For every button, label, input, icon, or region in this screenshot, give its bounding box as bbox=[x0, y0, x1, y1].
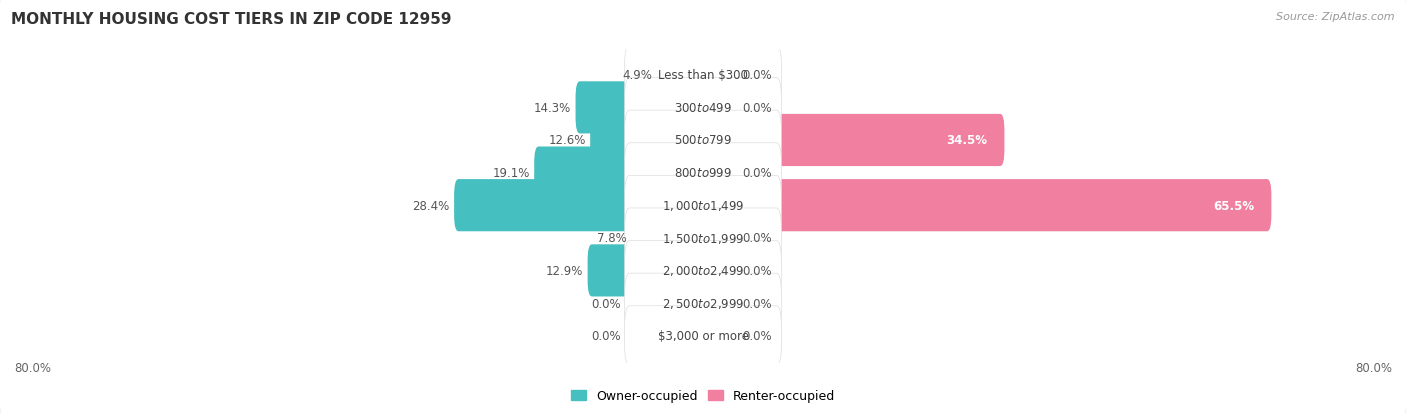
Text: 28.4%: 28.4% bbox=[412, 199, 450, 212]
FancyBboxPatch shape bbox=[699, 50, 738, 102]
Text: 4.9%: 4.9% bbox=[623, 69, 652, 82]
Text: 14.3%: 14.3% bbox=[534, 102, 571, 114]
Text: 0.0%: 0.0% bbox=[742, 232, 772, 244]
FancyBboxPatch shape bbox=[699, 180, 1271, 232]
FancyBboxPatch shape bbox=[699, 310, 738, 362]
Text: $1,000 to $1,499: $1,000 to $1,499 bbox=[662, 199, 744, 213]
FancyBboxPatch shape bbox=[0, 0, 1406, 173]
FancyBboxPatch shape bbox=[0, 11, 1406, 205]
Text: 0.0%: 0.0% bbox=[742, 264, 772, 277]
FancyBboxPatch shape bbox=[0, 141, 1406, 335]
FancyBboxPatch shape bbox=[624, 241, 782, 301]
FancyBboxPatch shape bbox=[699, 212, 738, 264]
Text: Source: ZipAtlas.com: Source: ZipAtlas.com bbox=[1277, 12, 1395, 22]
Text: 12.9%: 12.9% bbox=[546, 264, 583, 277]
FancyBboxPatch shape bbox=[699, 82, 738, 134]
FancyBboxPatch shape bbox=[0, 174, 1406, 368]
Text: 12.6%: 12.6% bbox=[548, 134, 586, 147]
FancyBboxPatch shape bbox=[534, 147, 707, 199]
FancyBboxPatch shape bbox=[699, 245, 738, 297]
Text: 34.5%: 34.5% bbox=[946, 134, 987, 147]
Text: 0.0%: 0.0% bbox=[592, 297, 621, 310]
Text: 80.0%: 80.0% bbox=[1355, 361, 1392, 374]
Text: $3,000 or more: $3,000 or more bbox=[658, 329, 748, 342]
Text: 19.1%: 19.1% bbox=[492, 167, 530, 180]
Text: MONTHLY HOUSING COST TIERS IN ZIP CODE 12959: MONTHLY HOUSING COST TIERS IN ZIP CODE 1… bbox=[11, 12, 451, 27]
Legend: Owner-occupied, Renter-occupied: Owner-occupied, Renter-occupied bbox=[567, 385, 839, 408]
FancyBboxPatch shape bbox=[624, 273, 782, 333]
Text: 0.0%: 0.0% bbox=[742, 102, 772, 114]
FancyBboxPatch shape bbox=[631, 212, 707, 264]
FancyBboxPatch shape bbox=[624, 176, 782, 235]
FancyBboxPatch shape bbox=[699, 147, 738, 199]
FancyBboxPatch shape bbox=[454, 180, 707, 232]
Text: 0.0%: 0.0% bbox=[742, 297, 772, 310]
Text: 65.5%: 65.5% bbox=[1213, 199, 1254, 212]
Text: $2,000 to $2,499: $2,000 to $2,499 bbox=[662, 264, 744, 278]
FancyBboxPatch shape bbox=[624, 78, 782, 138]
Text: 80.0%: 80.0% bbox=[14, 361, 51, 374]
FancyBboxPatch shape bbox=[0, 76, 1406, 270]
Text: 0.0%: 0.0% bbox=[742, 329, 772, 342]
FancyBboxPatch shape bbox=[575, 82, 707, 134]
Text: $1,500 to $1,999: $1,500 to $1,999 bbox=[662, 231, 744, 245]
FancyBboxPatch shape bbox=[588, 245, 707, 297]
Text: $300 to $499: $300 to $499 bbox=[673, 102, 733, 114]
FancyBboxPatch shape bbox=[699, 115, 1004, 167]
Text: $2,500 to $2,999: $2,500 to $2,999 bbox=[662, 296, 744, 310]
Text: 0.0%: 0.0% bbox=[742, 69, 772, 82]
FancyBboxPatch shape bbox=[0, 206, 1406, 400]
FancyBboxPatch shape bbox=[591, 115, 707, 167]
Text: $800 to $999: $800 to $999 bbox=[673, 167, 733, 180]
Text: Less than $300: Less than $300 bbox=[658, 69, 748, 82]
FancyBboxPatch shape bbox=[624, 111, 782, 171]
Text: 0.0%: 0.0% bbox=[592, 329, 621, 342]
Text: $500 to $799: $500 to $799 bbox=[673, 134, 733, 147]
FancyBboxPatch shape bbox=[699, 277, 738, 329]
Text: 7.8%: 7.8% bbox=[598, 232, 627, 244]
FancyBboxPatch shape bbox=[624, 46, 782, 105]
FancyBboxPatch shape bbox=[0, 239, 1406, 413]
FancyBboxPatch shape bbox=[0, 109, 1406, 303]
Text: 0.0%: 0.0% bbox=[742, 167, 772, 180]
FancyBboxPatch shape bbox=[624, 306, 782, 366]
FancyBboxPatch shape bbox=[0, 44, 1406, 237]
FancyBboxPatch shape bbox=[624, 143, 782, 203]
FancyBboxPatch shape bbox=[624, 209, 782, 268]
FancyBboxPatch shape bbox=[657, 50, 707, 102]
